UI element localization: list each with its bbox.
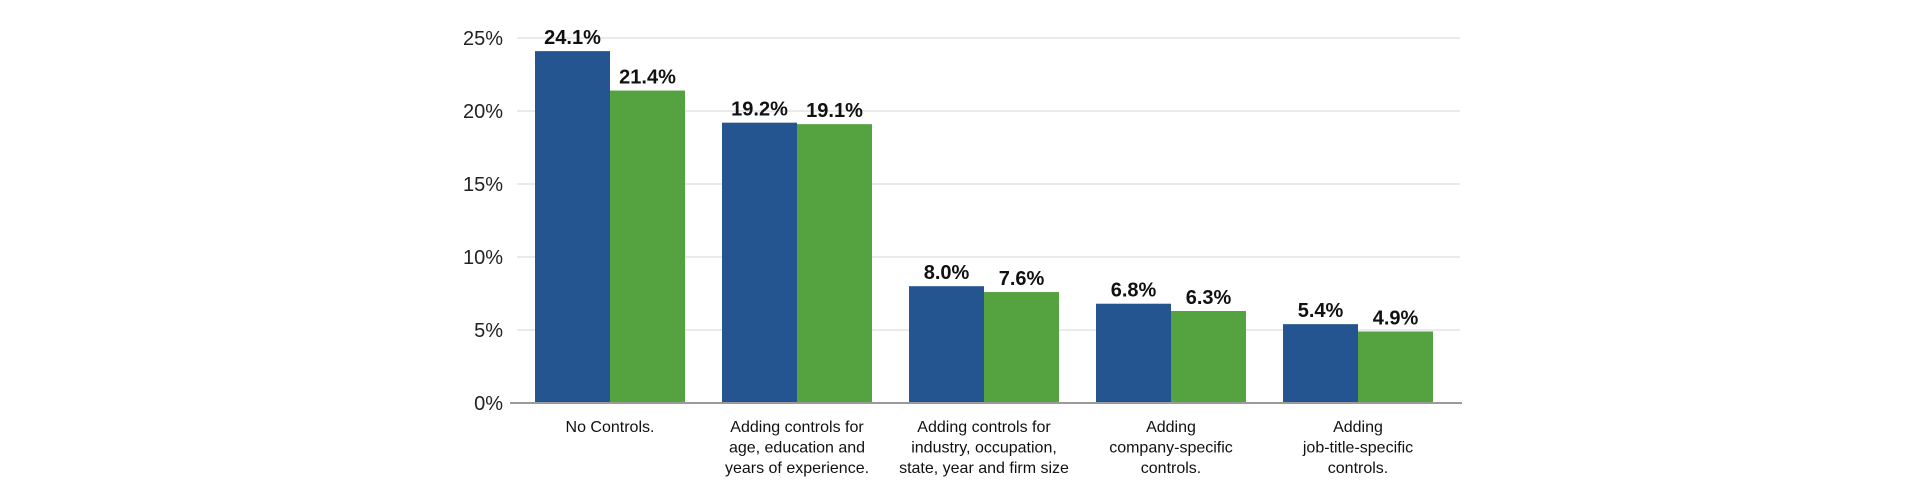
bar-series1 xyxy=(1283,324,1358,403)
bar-series2 xyxy=(984,292,1059,403)
data-label: 6.3% xyxy=(1186,287,1232,309)
y-tick-label: 25% xyxy=(463,28,503,50)
y-tick-label: 20% xyxy=(463,101,503,123)
data-label: 5.4% xyxy=(1298,300,1344,322)
data-label: 4.9% xyxy=(1373,307,1419,329)
x-category-label: No Controls. xyxy=(566,419,655,436)
data-labels: 24.1% 21.4% 19.2% 19.1% 8.0% 7.6% 6.8% 6.3% 5.4%… xyxy=(544,27,1418,329)
bar-series1 xyxy=(535,51,610,403)
x-category-label: Adding company-specific controls. xyxy=(1109,419,1233,477)
data-label: 7.6% xyxy=(999,268,1045,290)
y-tick-label: 5% xyxy=(474,320,503,342)
y-tick-label: 15% xyxy=(463,174,503,196)
bars xyxy=(535,51,1433,404)
data-label: 8.0% xyxy=(924,262,970,284)
data-label: 21.4% xyxy=(619,67,676,89)
x-category-label: Adding controls for industry, occupation,… xyxy=(899,419,1069,477)
x-category-label: Adding job-title-specific controls. xyxy=(1302,419,1413,477)
bar-series2 xyxy=(1358,331,1433,403)
x-axis-labels: No Controls. Adding controls for age, educ… xyxy=(566,419,1414,477)
data-label: 6.8% xyxy=(1111,280,1157,302)
data-label: 19.2% xyxy=(731,99,788,121)
bar-series2 xyxy=(797,124,872,403)
y-axis-ticks: 0% 5% 10% 15% 20% 25% xyxy=(463,28,503,415)
bar-series2 xyxy=(1171,311,1246,403)
bar-series1 xyxy=(722,122,797,404)
data-label: 19.1% xyxy=(806,100,863,122)
x-category-label: Adding controls for age, education and yea… xyxy=(725,419,869,477)
y-tick-label: 0% xyxy=(474,393,503,415)
bar-series1 xyxy=(909,286,984,403)
data-label: 24.1% xyxy=(544,27,601,49)
y-tick-label: 10% xyxy=(463,247,503,269)
bar-series1 xyxy=(1096,303,1171,403)
bar-series2 xyxy=(610,90,685,403)
